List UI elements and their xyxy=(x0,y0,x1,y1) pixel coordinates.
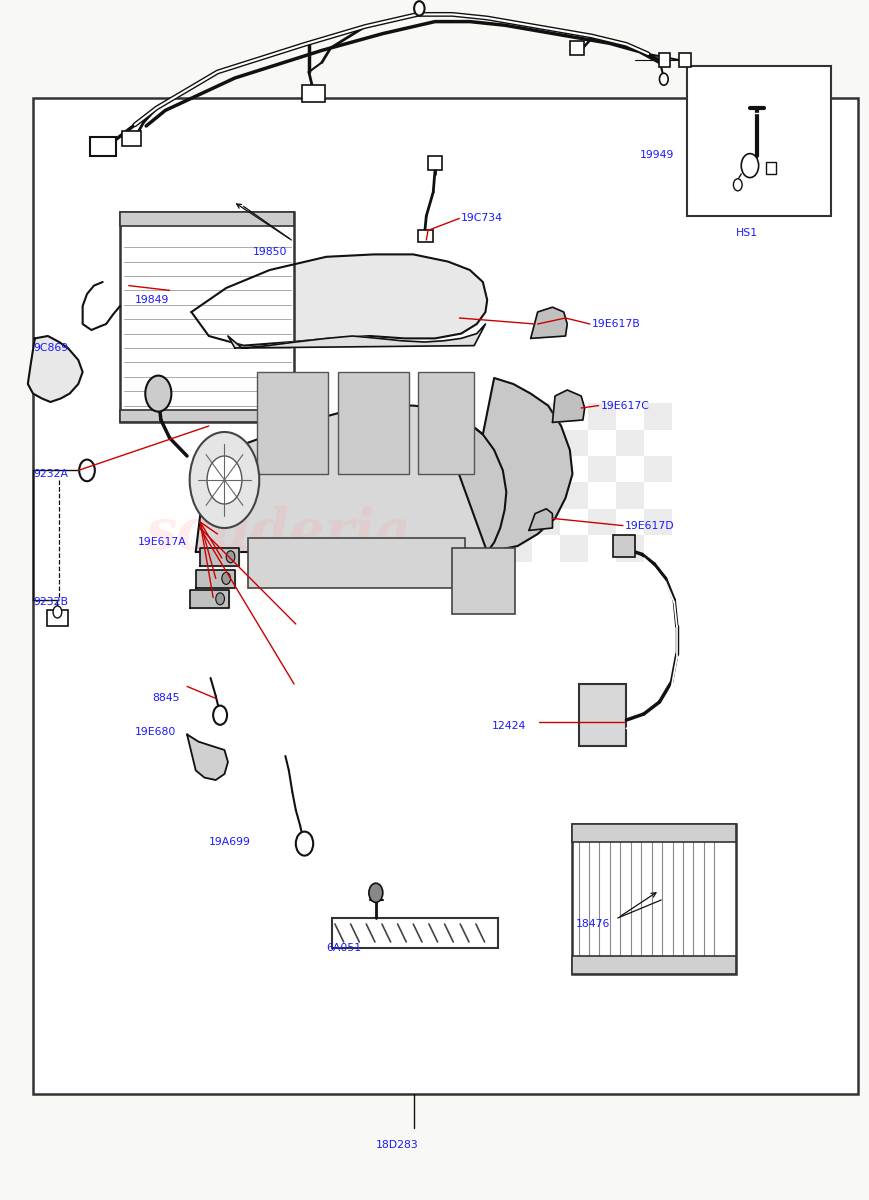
Polygon shape xyxy=(200,548,239,566)
Bar xyxy=(678,53,690,67)
Polygon shape xyxy=(552,390,584,422)
Bar xyxy=(504,482,532,509)
Text: 19E617C: 19E617C xyxy=(600,401,648,410)
Text: 19949: 19949 xyxy=(639,150,673,160)
Text: 9232A: 9232A xyxy=(33,469,68,479)
Bar xyxy=(532,403,560,430)
Text: 9232B: 9232B xyxy=(33,598,68,607)
Circle shape xyxy=(145,376,171,412)
Bar xyxy=(615,535,643,562)
Bar xyxy=(587,403,615,430)
Circle shape xyxy=(213,706,227,725)
Bar xyxy=(504,535,532,562)
Bar xyxy=(643,456,671,482)
Text: 19E617B: 19E617B xyxy=(591,319,640,329)
Circle shape xyxy=(659,73,667,85)
Bar xyxy=(504,430,532,456)
Polygon shape xyxy=(187,734,228,780)
Text: 19E617A: 19E617A xyxy=(137,538,186,547)
Bar xyxy=(428,156,441,170)
Polygon shape xyxy=(196,570,235,588)
Bar xyxy=(33,98,857,1094)
Bar xyxy=(613,535,634,557)
Text: scuderia: scuderia xyxy=(145,506,411,562)
Text: 8845: 8845 xyxy=(152,694,180,703)
Text: 19850: 19850 xyxy=(252,247,287,257)
Bar xyxy=(302,85,324,102)
Bar xyxy=(452,548,514,614)
Bar xyxy=(532,509,560,535)
Text: 19E617D: 19E617D xyxy=(624,521,673,530)
Text: 12424: 12424 xyxy=(491,721,526,731)
Circle shape xyxy=(189,432,259,528)
Bar xyxy=(560,430,587,456)
Bar xyxy=(90,137,116,156)
Bar xyxy=(615,430,643,456)
Circle shape xyxy=(733,179,741,191)
Text: 19A699: 19A699 xyxy=(209,838,250,847)
Bar xyxy=(417,230,433,242)
Bar xyxy=(248,538,465,588)
Polygon shape xyxy=(191,254,487,346)
Polygon shape xyxy=(189,590,229,608)
Circle shape xyxy=(79,460,95,481)
Circle shape xyxy=(216,593,224,605)
Bar xyxy=(687,66,830,216)
Bar xyxy=(417,372,474,474)
Text: 19E680: 19E680 xyxy=(135,727,176,737)
Bar xyxy=(256,372,328,474)
Polygon shape xyxy=(434,378,572,552)
Bar xyxy=(560,482,587,509)
Circle shape xyxy=(368,883,382,902)
Text: c a r p a r t s: c a r p a r t s xyxy=(220,560,336,578)
Polygon shape xyxy=(528,509,552,530)
Polygon shape xyxy=(28,336,83,402)
Text: 18476: 18476 xyxy=(575,919,610,929)
Bar xyxy=(332,918,497,948)
Bar xyxy=(765,162,775,174)
Text: 18D283: 18D283 xyxy=(375,1140,418,1150)
Bar xyxy=(572,824,735,974)
Polygon shape xyxy=(228,324,485,348)
Text: 19849: 19849 xyxy=(135,295,169,305)
Circle shape xyxy=(740,154,758,178)
Bar xyxy=(643,403,671,430)
Circle shape xyxy=(207,456,242,504)
Circle shape xyxy=(414,1,424,16)
Bar xyxy=(587,456,615,482)
Bar xyxy=(120,212,294,422)
Text: 19C734: 19C734 xyxy=(461,214,502,223)
Polygon shape xyxy=(530,307,567,338)
Bar xyxy=(659,53,669,67)
Bar xyxy=(337,372,408,474)
Text: 6A051: 6A051 xyxy=(326,943,361,953)
Text: 9C869: 9C869 xyxy=(33,343,68,353)
Circle shape xyxy=(53,606,62,618)
Circle shape xyxy=(295,832,313,856)
Bar xyxy=(120,410,294,422)
Bar xyxy=(120,212,294,226)
Bar xyxy=(572,956,735,974)
Bar xyxy=(569,41,583,55)
Bar xyxy=(643,509,671,535)
Polygon shape xyxy=(196,406,506,552)
Text: HS1: HS1 xyxy=(734,228,757,238)
Bar xyxy=(578,684,626,746)
Bar xyxy=(560,535,587,562)
Bar xyxy=(122,131,141,146)
Bar xyxy=(615,482,643,509)
Circle shape xyxy=(222,572,230,584)
Bar xyxy=(47,610,68,626)
Circle shape xyxy=(226,551,235,563)
Bar xyxy=(587,509,615,535)
Bar xyxy=(532,456,560,482)
Bar xyxy=(572,824,735,842)
